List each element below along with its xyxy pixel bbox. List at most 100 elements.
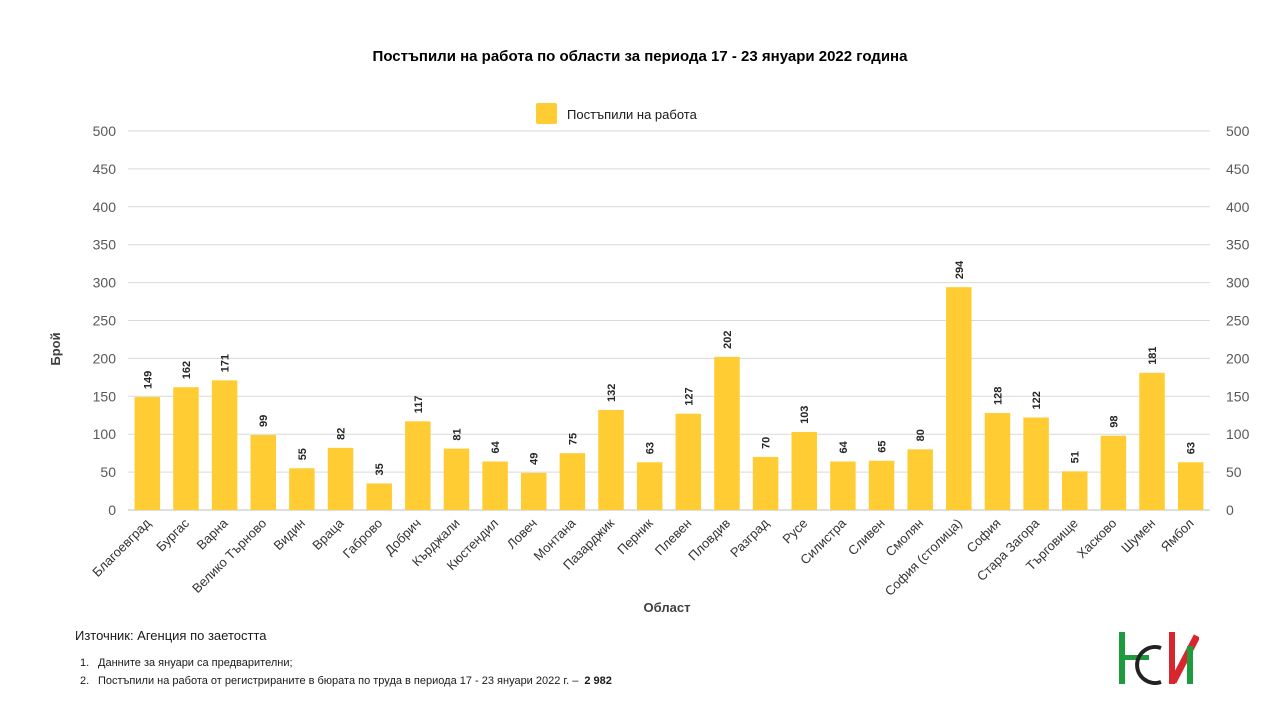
category-label: Ловеч — [504, 516, 540, 552]
bar-chart: Постъпили на работа по области за период… — [48, 48, 1250, 615]
y-axis-title: Брой — [48, 332, 63, 365]
y-tick-label: 500 — [93, 123, 117, 139]
category-label: Габрово — [340, 516, 386, 562]
bar — [714, 356, 740, 510]
data-label: 65 — [877, 440, 889, 452]
bar — [405, 421, 431, 510]
data-label: 132 — [606, 384, 618, 402]
category-label: Русе — [779, 516, 810, 547]
footnotes: 1. Данните за януари са предварителни; 2.… — [80, 656, 612, 692]
category-label: Ямбол — [1158, 516, 1197, 555]
logo-green-cross — [1119, 655, 1149, 660]
logo-green-bar-right — [1187, 646, 1193, 684]
data-label: 127 — [683, 387, 695, 405]
y-tick-label: 450 — [93, 161, 117, 177]
nsi-logo — [1119, 632, 1199, 685]
category-label: Разград — [727, 515, 772, 560]
data-label: 51 — [1070, 451, 1082, 463]
category-label: Благоевград — [89, 515, 154, 580]
bar — [1061, 471, 1088, 510]
bars — [134, 287, 1204, 510]
footnote-number: 2. — [80, 675, 90, 687]
data-label: 103 — [799, 406, 811, 424]
bar — [1177, 462, 1204, 510]
data-label: 64 — [490, 440, 502, 453]
chart-title: Постъпили на работа по области за период… — [373, 48, 909, 65]
bar — [907, 449, 933, 510]
data-label: 171 — [220, 354, 232, 372]
y-tick-label-right: 250 — [1226, 313, 1250, 329]
y-tick-label: 400 — [93, 199, 117, 215]
y-tick-label-right: 300 — [1226, 275, 1250, 291]
data-label: 128 — [992, 387, 1004, 405]
y-axis-right: 0 50 100 150 200 250 300 350 400 450 500 — [1226, 123, 1250, 518]
legend: Постъпили на работа — [536, 103, 698, 124]
logo-c-mark — [1135, 645, 1162, 685]
data-label: 55 — [297, 448, 309, 460]
bar — [946, 287, 972, 510]
data-labels: 149 162 171 99 55 82 35 117 81 64 49 75 132 63 127 202 7… — [142, 260, 1197, 476]
y-tick-label-right: 400 — [1226, 199, 1250, 215]
bar — [791, 431, 818, 510]
y-tick-label: 300 — [93, 275, 117, 291]
bar — [482, 461, 508, 510]
y-tick-label-right: 450 — [1226, 161, 1250, 177]
bar — [752, 456, 779, 510]
y-tick-label: 150 — [93, 388, 117, 404]
y-tick-label-right: 350 — [1226, 237, 1250, 253]
data-label: 99 — [258, 415, 270, 427]
y-axis-left: 0 50 100 150 200 250 300 350 400 450 500 — [93, 123, 117, 518]
category-label: Варна — [194, 515, 232, 553]
category-label: Перник — [614, 515, 656, 557]
legend-label: Постъпили на работа — [567, 107, 698, 122]
x-axis-title: Област — [644, 600, 691, 615]
bar — [598, 409, 624, 510]
bar — [211, 380, 238, 510]
data-label: 117 — [413, 396, 425, 414]
footnote-total: 2 982 — [584, 675, 612, 687]
data-label: 35 — [374, 463, 386, 475]
y-tick-label: 200 — [93, 350, 117, 366]
y-tick-label-right: 100 — [1226, 426, 1250, 442]
category-label: Бургас — [153, 515, 192, 554]
data-label: 162 — [181, 361, 193, 379]
category-label: Видин — [271, 516, 308, 553]
category-label: Сливен — [845, 516, 888, 559]
data-label: 122 — [1031, 391, 1043, 409]
bar — [830, 461, 856, 510]
data-label: 70 — [761, 437, 773, 449]
data-label: 98 — [1108, 415, 1120, 427]
footnote: 1. Данните за януари са предварителни; — [80, 656, 612, 674]
logo-red-bar — [1169, 632, 1175, 684]
y-tick-label-right: 150 — [1226, 388, 1250, 404]
category-label: Шумен — [1118, 516, 1158, 556]
bar — [366, 483, 392, 510]
data-label: 181 — [1147, 346, 1159, 364]
bar — [134, 397, 161, 510]
bar — [984, 412, 1011, 510]
data-label: 81 — [451, 428, 463, 440]
footnote-text: Постъпили на работа от регистрираните в … — [98, 675, 579, 687]
bar — [520, 472, 547, 510]
bar — [1139, 372, 1165, 510]
data-label: 294 — [954, 260, 966, 279]
bar — [559, 453, 586, 510]
bar — [443, 448, 470, 510]
y-tick-label: 350 — [93, 237, 117, 253]
bar — [1023, 417, 1049, 510]
data-label: 63 — [1186, 442, 1198, 454]
footnote-number: 1. — [80, 657, 90, 669]
data-label: 63 — [645, 442, 657, 454]
y-tick-label: 0 — [108, 502, 116, 518]
y-tick-label-right: 500 — [1226, 123, 1250, 139]
y-tick-label-right: 50 — [1226, 464, 1242, 480]
logo-red-stroke — [1169, 634, 1199, 684]
data-label: 75 — [567, 433, 579, 445]
category-label: Хасково — [1074, 516, 1120, 562]
source-note: Източник: Агенция по заетостта — [75, 628, 267, 643]
data-label: 82 — [336, 428, 348, 440]
category-label: Пловдив — [685, 515, 733, 563]
bar — [327, 447, 354, 510]
category-label: Враца — [309, 515, 347, 553]
